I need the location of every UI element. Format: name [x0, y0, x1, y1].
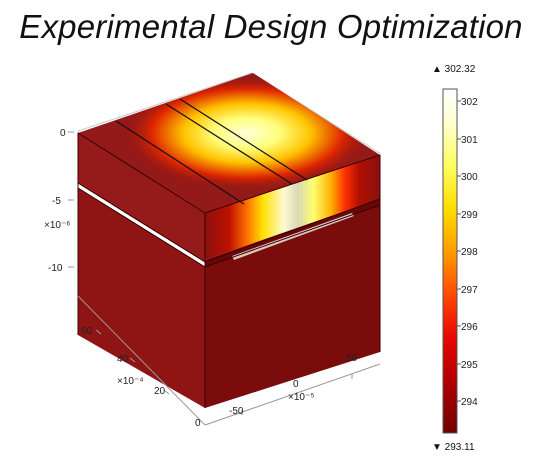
z-tick-0: 0: [60, 128, 66, 139]
colorbar-gradient: [442, 88, 458, 434]
colorbar-tick-294: 294: [461, 397, 478, 408]
right-face-upper: [205, 155, 380, 260]
colorbar-tick-298: 298: [461, 247, 478, 258]
colorbar-tick-295: 295: [461, 360, 478, 371]
box-edges: [77, 132, 381, 408]
z-multiplier: ×10⁻⁶: [44, 220, 70, 231]
y-tick-1: 40: [117, 354, 129, 365]
y-tick-0: 60: [81, 326, 93, 337]
y-tick-2: 20: [154, 386, 166, 397]
y-axis: [77, 295, 206, 426]
z-tick-1: -5: [52, 196, 61, 207]
y-tick-3: 0: [195, 418, 201, 429]
colorbar-tick-299: 299: [461, 210, 478, 221]
z-axis: [68, 131, 74, 268]
colorbar-max-label: ▲ 302.32: [432, 64, 476, 75]
colorbar-tick-296: 296: [461, 322, 478, 333]
colorbar-tick-297: 297: [461, 285, 478, 296]
y-multiplier: ×10⁻⁴: [117, 376, 144, 387]
right-face-lower: [205, 205, 380, 408]
x-axis: [204, 363, 381, 426]
heater-lines: [115, 98, 308, 205]
x-multiplier: ×10⁻⁵: [288, 392, 314, 403]
x-tick-2: 50: [346, 353, 358, 364]
colorbar-tick-301: 301: [461, 135, 478, 146]
left-face-lower: [78, 188, 205, 408]
left-face-upper: [78, 133, 205, 262]
z-tick-2: -10: [48, 263, 63, 274]
colorbar-min-label: ▼ 293.11: [432, 442, 475, 453]
colorbar-ticks: [457, 100, 461, 402]
figure-title: Experimental Design Optimization: [19, 8, 523, 45]
colorbar-tick-302: 302: [461, 97, 478, 108]
x-tick-1: 0: [293, 379, 299, 390]
colorbar-tick-300: 300: [461, 172, 478, 183]
x-tick-0: -50: [229, 406, 244, 417]
